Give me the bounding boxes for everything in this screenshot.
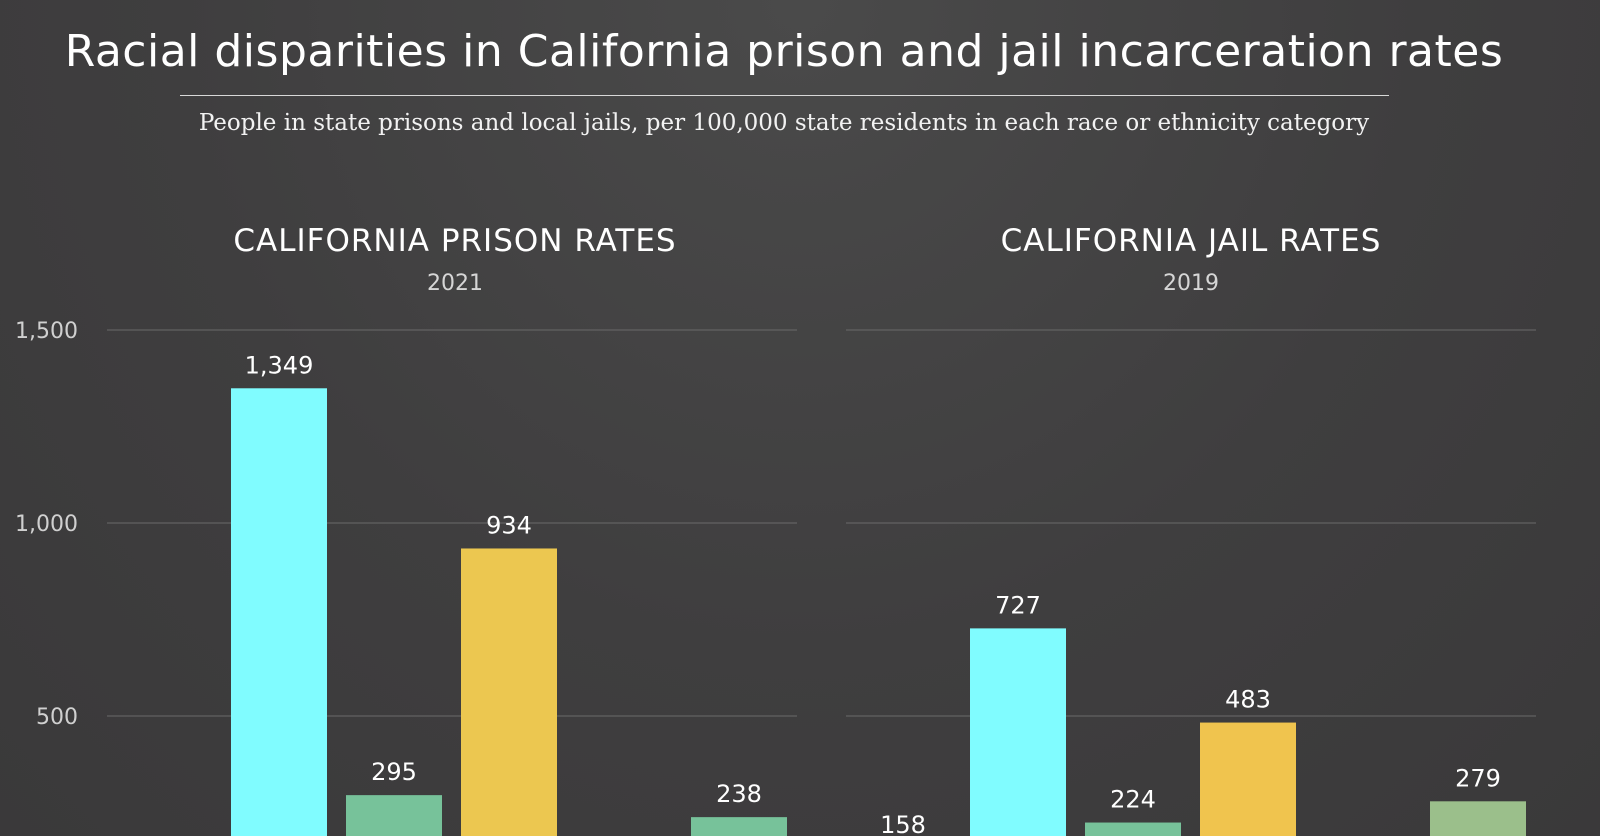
jail-chart-title: CALIFORNIA JAIL RATES	[1001, 223, 1382, 259]
jail-bar	[1430, 801, 1526, 836]
prison-data-label: 295	[371, 758, 417, 786]
prison-data-label: 238	[716, 780, 762, 808]
jail-bar	[1085, 822, 1181, 836]
jail-bar	[970, 628, 1066, 836]
page-subtitle: People in state prisons and local jails,…	[198, 110, 1370, 136]
jail-data-label: 483	[1225, 686, 1271, 714]
jail-data-label: 279	[1455, 764, 1501, 792]
prison-bar	[461, 548, 557, 836]
jail-data-label: 727	[995, 591, 1041, 619]
prison-chart-title: CALIFORNIA PRISON RATES	[233, 223, 676, 259]
prison-y-tick-label: 1,000	[15, 512, 78, 537]
prison-data-label: 934	[486, 511, 532, 539]
prison-y-tick-label: 500	[36, 705, 78, 730]
jail-bar	[1200, 722, 1296, 836]
prison-chart-year: 2021	[427, 271, 483, 296]
jail-data-label: 158	[880, 811, 926, 836]
prison-data-label: 1,349	[245, 351, 314, 379]
page-title: Racial disparities in California prison …	[64, 26, 1504, 77]
prison-bar	[346, 795, 442, 836]
title-divider	[180, 95, 1389, 96]
prison-y-tick-label: 1,500	[15, 319, 78, 344]
jail-chart-year: 2019	[1163, 271, 1219, 296]
jail-data-label: 224	[1110, 786, 1156, 814]
prison-bar	[231, 388, 327, 836]
prison-bar	[691, 817, 787, 836]
